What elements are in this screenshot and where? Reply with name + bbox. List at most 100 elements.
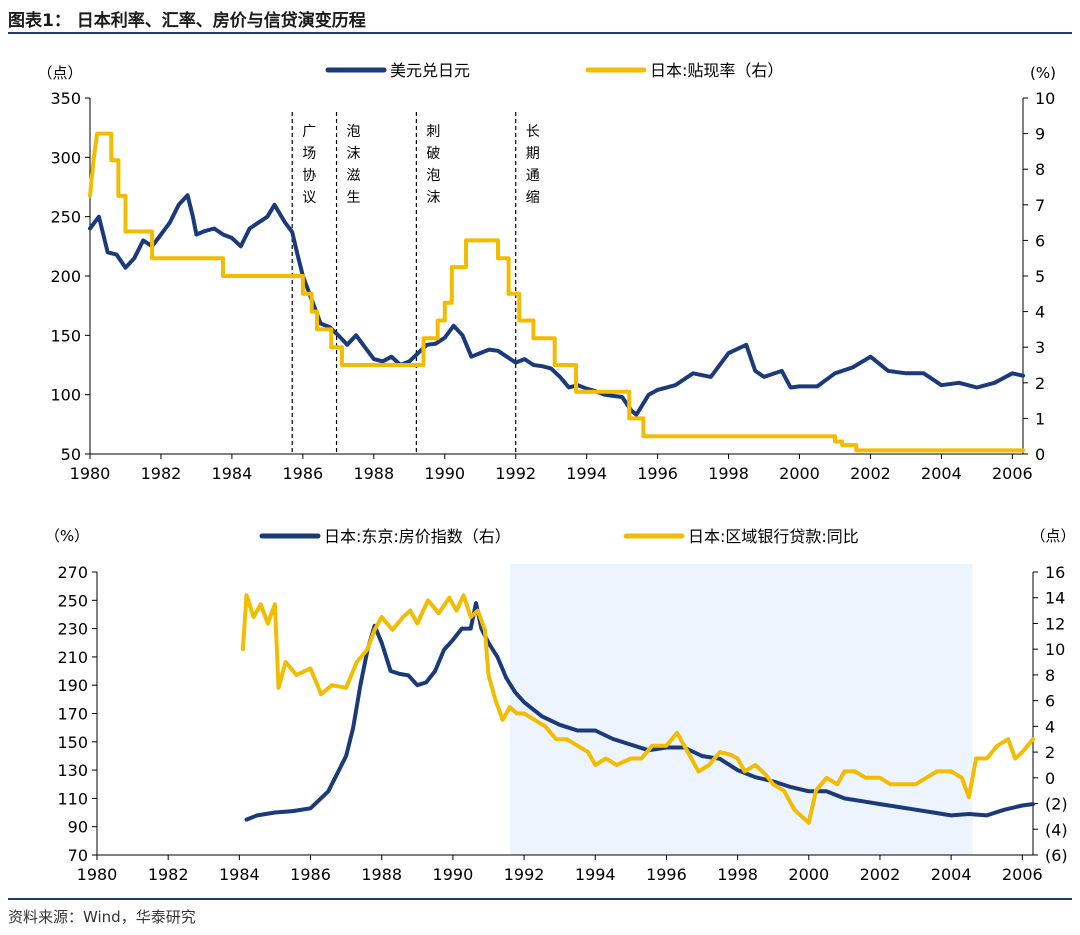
chart1-event-label-3: 破 <box>426 146 440 162</box>
chart2-left-tick-label: 130 <box>57 761 88 780</box>
chart2-left-tick-label: 210 <box>57 648 88 667</box>
chart1-legend-label-2: 日本:贴现率（右） <box>650 61 783 80</box>
chart2-left-tick-label: 270 <box>57 563 88 582</box>
chart2-right-tick-label: (4) <box>1045 820 1068 839</box>
chart2-x-tick-label: 1994 <box>575 865 616 884</box>
chart2-left-tick-label: 90 <box>68 818 88 837</box>
chart1-right-tick-label: 9 <box>1035 125 1045 144</box>
chart2-legend-label-1: 日本:东京:房价指数（右） <box>324 527 511 546</box>
chart1-event-label-2: 泡 <box>347 124 361 140</box>
chart2-right-tick-label: (6) <box>1045 846 1068 865</box>
chart1-event-label-3: 沫 <box>426 190 440 206</box>
chart1-x-tick-label: 1984 <box>212 464 253 483</box>
chart2-left-tick-label: 150 <box>57 733 88 752</box>
chart2-x-tick-label: 1990 <box>433 865 474 884</box>
chart1-right-tick-label: 5 <box>1035 267 1045 286</box>
chart2-x-tick-label: 2006 <box>1002 865 1043 884</box>
chart2-x-tick-label: 1998 <box>717 865 758 884</box>
chart2-right-tick-label: 10 <box>1045 640 1065 659</box>
chart1-event-label-2: 沫 <box>347 146 361 162</box>
chart1-x-tick-label: 2004 <box>921 464 962 483</box>
chart2-right-tick-label: 4 <box>1045 717 1055 736</box>
chart1-x-tick-label: 1986 <box>282 464 323 483</box>
chart1-legend-label-1: 美元兑日元 <box>390 61 470 80</box>
chart1-right-tick-label: 8 <box>1035 160 1045 179</box>
chart2-right-unit: （点） <box>1030 527 1075 545</box>
chart1-left-tick-label: 300 <box>50 148 81 167</box>
chart1-x-tick-label: 2000 <box>779 464 820 483</box>
chart2-right-tick-label: 12 <box>1045 614 1065 633</box>
bottom-rule <box>8 898 1072 900</box>
chart2-right-tick-label: 14 <box>1045 589 1065 608</box>
chart1-right-unit: (%) <box>1030 64 1056 82</box>
chart1-x-tick-label: 1998 <box>708 464 749 483</box>
chart2-x-tick-label: 1982 <box>148 865 189 884</box>
chart1-event-label-4: 长 <box>526 124 540 140</box>
chart1-right-tick-label: 7 <box>1035 196 1045 215</box>
chart2-left-unit: （%） <box>45 527 89 545</box>
chart1-event-label-2: 滋 <box>347 168 361 184</box>
chart2-x-tick-label: 1984 <box>219 865 260 884</box>
chart1-event-label-1: 议 <box>302 190 316 206</box>
chart1-left-unit: （点） <box>37 64 82 82</box>
chart2-left-tick-label: 230 <box>57 620 88 639</box>
chart1-left-tick-label: 200 <box>50 267 81 286</box>
chart2-legend-label-2: 日本:区域银行贷款:同比 <box>688 527 859 546</box>
chart2-series-2-line <box>240 593 1035 825</box>
chart1-right-tick-label: 2 <box>1035 374 1045 393</box>
chart2-left-tick-label: 170 <box>57 705 88 724</box>
chart1-event-label-1: 场 <box>302 146 316 162</box>
chart1-event-label-4: 通 <box>526 168 540 184</box>
chart1-left-tick-label: 250 <box>50 208 81 227</box>
chart2-right-tick-label: (2) <box>1045 795 1068 814</box>
chart1-event-label-4: 期 <box>526 146 540 162</box>
chart2-x-tick-label: 2004 <box>931 865 972 884</box>
chart2-x-tick-label: 1992 <box>504 865 545 884</box>
chart1-x-tick-label: 2002 <box>850 464 891 483</box>
chart2-right-tick-label: 8 <box>1045 666 1055 685</box>
chart2-left-tick-label: 250 <box>57 591 88 610</box>
chart1-series-2-line <box>88 131 1025 453</box>
chart2-right-tick-label: 6 <box>1045 692 1055 711</box>
chart1-left-tick-label: 150 <box>50 326 81 345</box>
chart1-left-tick-label: 100 <box>50 386 81 405</box>
chart1-right-tick-label: 3 <box>1035 338 1045 357</box>
chart2-right-tick-label: 0 <box>1045 769 1055 788</box>
chart1-event-label-3: 刺 <box>426 124 440 140</box>
chart2-shaded-period <box>509 564 973 855</box>
chart1-x-tick-label: 1992 <box>495 464 536 483</box>
chart1-event-label-4: 缩 <box>526 190 540 206</box>
chart2-left-tick-label: 110 <box>57 789 88 808</box>
chart2-x-tick-label: 2002 <box>860 865 901 884</box>
top-rule <box>8 32 1072 34</box>
chart1-right-tick-label: 6 <box>1035 231 1045 250</box>
chart1-left-tick-label: 350 <box>50 89 81 108</box>
chart1-right-tick-label: 10 <box>1035 89 1055 108</box>
source-note: 资料来源：Wind，华泰研究 <box>8 908 196 926</box>
chart1-x-tick-label: 1982 <box>141 464 182 483</box>
chart2-left-tick-label: 190 <box>57 676 88 695</box>
chart2-right-tick-label: 2 <box>1045 743 1055 762</box>
chart2-x-tick-label: 1980 <box>77 865 118 884</box>
chart1-event-label-1: 广 <box>302 124 316 140</box>
chart2-left-tick-label: 70 <box>68 846 88 865</box>
chart2-x-tick-label: 2000 <box>788 865 829 884</box>
chart1-x-tick-label: 1996 <box>637 464 678 483</box>
chart1-event-label-1: 协 <box>302 168 316 184</box>
chart1-right-tick-label: 0 <box>1035 445 1045 464</box>
chart1-x-tick-label: 1980 <box>70 464 111 483</box>
chart1-x-tick-label: 2006 <box>992 464 1033 483</box>
chart1-x-tick-label: 1988 <box>353 464 394 483</box>
chart1-left-tick-label: 50 <box>61 445 81 464</box>
chart1-right-tick-label: 4 <box>1035 303 1045 322</box>
chart1-event-label-2: 生 <box>347 190 361 206</box>
chart1-right-tick-label: 1 <box>1035 409 1045 428</box>
chart2-x-tick-label: 1996 <box>646 865 687 884</box>
chart2-right-tick-label: 16 <box>1045 563 1065 582</box>
chart1-series-1-line <box>88 193 1025 417</box>
chart2-x-tick-label: 1986 <box>290 865 331 884</box>
figure-title: 图表1： 日本利率、汇率、房价与信贷演变历程 <box>8 11 366 31</box>
chart2-x-tick-label: 1988 <box>361 865 402 884</box>
chart1-event-label-3: 泡 <box>426 168 440 184</box>
